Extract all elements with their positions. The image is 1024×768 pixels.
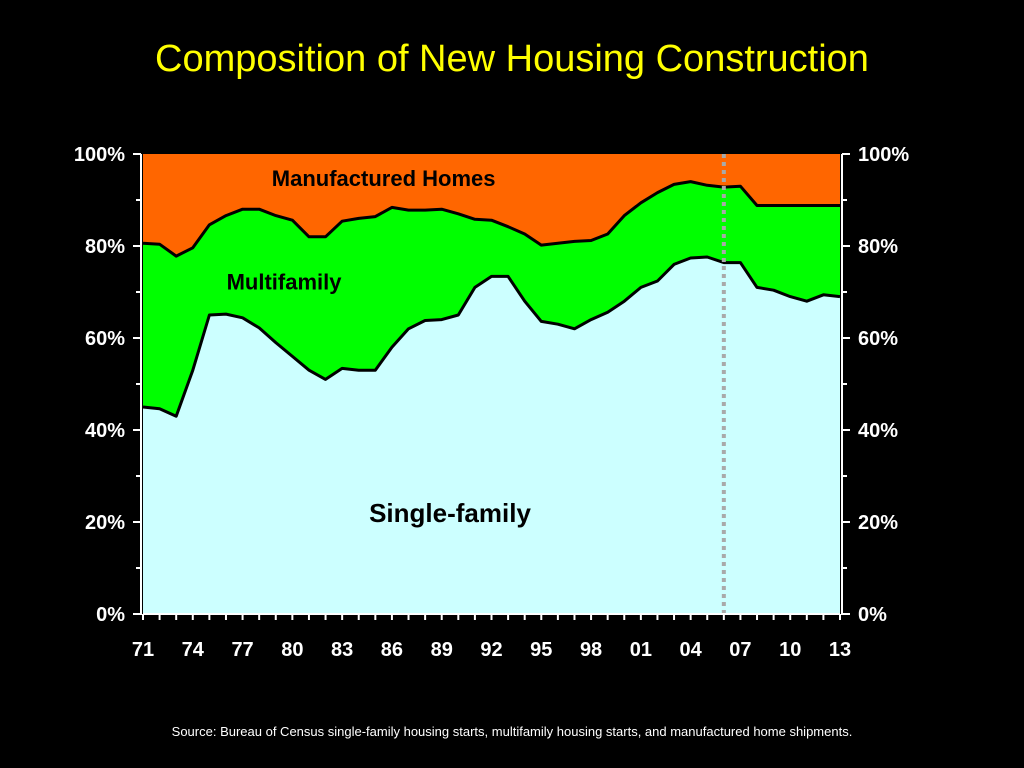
area-labels: Single-family Multifamily Manufactured Hom… xyxy=(227,166,532,528)
x-tick-label: 77 xyxy=(231,639,253,661)
y-tick-label-right: 40% xyxy=(858,420,898,442)
x-tick-label: 04 xyxy=(680,639,703,661)
x-tick-label: 07 xyxy=(729,639,751,661)
source-note: Source: Bureau of Census single-family h… xyxy=(171,724,853,739)
x-tick-label: 92 xyxy=(480,639,502,661)
y-tick-label-left: 60% xyxy=(85,328,125,350)
y-tick-label-left: 100% xyxy=(74,144,125,166)
area-label-manufactured-homes: Manufactured Homes xyxy=(272,166,496,191)
x-tick-label: 80 xyxy=(281,639,303,661)
y-tick-label-right: 0% xyxy=(858,604,887,626)
x-tick-label: 95 xyxy=(530,639,552,661)
y-tick-label-right: 60% xyxy=(858,328,898,350)
x-tick-label: 71 xyxy=(132,639,154,661)
y-tick-label-left: 0% xyxy=(96,604,125,626)
area-single-family xyxy=(143,257,840,614)
y-tick-label-right: 20% xyxy=(858,512,898,534)
axes: 0% 0% 20% 20% 40% 40% 60% 60% 80% 80% 100% 100% 71 74… xyxy=(74,144,910,661)
x-tick-label: 10 xyxy=(779,639,801,661)
x-tick-label: 98 xyxy=(580,639,602,661)
area-chart: 0% 0% 20% 20% 40% 40% 60% 60% 80% 80% 100% 100% 71 74… xyxy=(74,144,910,661)
area-multifamily xyxy=(143,181,840,417)
x-tick-label: 86 xyxy=(381,639,403,661)
x-tick-label: 13 xyxy=(829,639,851,661)
area-manufactured-homes xyxy=(143,154,840,257)
y-tick-label-left: 40% xyxy=(85,420,125,442)
area-label-single-family: Single-family xyxy=(369,498,531,528)
area-series-group xyxy=(143,154,840,614)
y-tick-label-right: 80% xyxy=(858,236,898,258)
y-tick-label-left: 80% xyxy=(85,236,125,258)
x-tick-label: 01 xyxy=(630,639,652,661)
area-label-multifamily: Multifamily xyxy=(227,270,343,295)
chart-title: Composition of New Housing Construction xyxy=(155,38,869,80)
series-boundary-line xyxy=(142,255,841,418)
x-tick-label: 74 xyxy=(182,639,205,661)
x-tick-label: 89 xyxy=(431,639,453,661)
y-tick-label-right: 100% xyxy=(858,144,909,166)
x-tick-label: 83 xyxy=(331,639,353,661)
y-tick-label-left: 20% xyxy=(85,512,125,534)
